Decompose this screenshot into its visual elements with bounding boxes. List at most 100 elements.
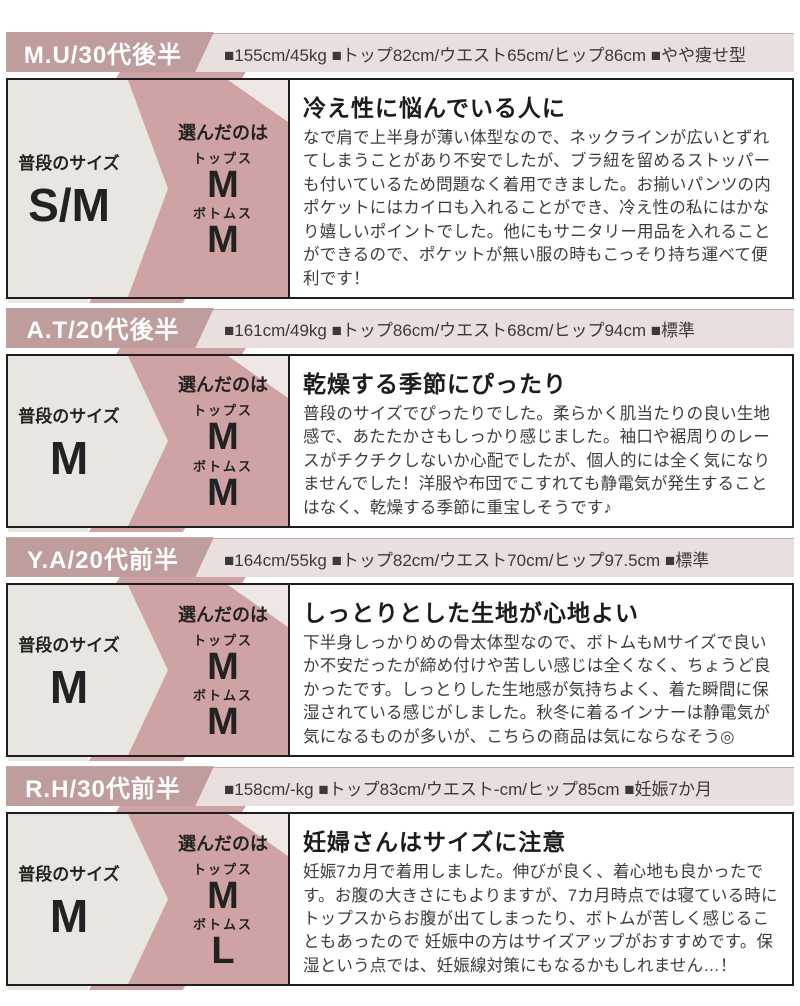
bottoms-size-value: L	[211, 929, 235, 972]
tops-size-value: M	[207, 645, 239, 688]
usual-size-arrow: 普段のサイズ M	[8, 355, 168, 527]
tops-label: トップス	[192, 150, 253, 166]
review-card: A.T/20代後半 ■161cm/49kg ■トップ86cm/ウエスト68cm/…	[6, 307, 794, 533]
decor-pink-stripe	[116, 806, 246, 813]
chosen-size-panel: 選んだのは トップス M ボトムス M	[160, 356, 286, 526]
size-zone: 選んだのは トップス M ボトムス M 普段のサイズ M	[8, 585, 290, 756]
tops-label: トップス	[192, 861, 253, 877]
decor-strip	[6, 528, 794, 533]
bottoms-label: ボトムス	[192, 916, 253, 932]
review-text-zone: 乾燥する季節にぴったり 普段のサイズでぴったりでした。柔らかく肌当たりの良い生地…	[290, 356, 792, 526]
review-header: A.T/20代後半 ■161cm/49kg ■トップ86cm/ウエスト68cm/…	[6, 307, 794, 348]
decor-pink-stripe	[88, 528, 186, 533]
reviewer-name: A.T/20代後半	[26, 317, 180, 345]
usual-size-label: 普段のサイズ	[18, 635, 120, 655]
review-box: 選んだのは トップス M ボトムス L 普段のサイズ M 妊婦さんはサイズに注意…	[6, 812, 794, 987]
chosen-label: 選んだのは	[178, 375, 268, 396]
usual-size-value: S/M	[28, 178, 110, 231]
decor-gray-stripe	[8, 757, 88, 762]
usual-size-label: 普段のサイズ	[18, 406, 120, 426]
size-zone: 選んだのは トップス M ボトムス M 普段のサイズ M	[8, 355, 290, 527]
decor-strip	[6, 347, 794, 354]
reviewer-name: Y.A/20代前半	[27, 546, 179, 574]
review-text-zone: 妊婦さんはサイズに注意 妊娠7カ月で着用しました。伸びが良く、着心地も良かったで…	[290, 814, 792, 984]
decor-wedge	[228, 355, 288, 398]
review-body: 下半身しっかりめの骨太体型なので、ボトムもMサイズで良いか不安だったが締め付けや…	[303, 634, 771, 746]
review-text-zone: 冷え性に悩んでいる人に なで肩で上半身が薄い体型なので、ネックラインが広いとずれ…	[290, 80, 792, 297]
review-title: しっとりとした生地が心地よい	[303, 600, 639, 627]
reviewer-specs: ■161cm/49kg ■トップ86cm/ウエスト68cm/ヒップ94cm ■標…	[224, 321, 696, 341]
reviewer-specs: ■155cm/45kg ■トップ82cm/ウエスト65cm/ヒップ86cm ■や…	[224, 45, 747, 65]
usual-size-arrow: 普段のサイズ S/M	[8, 80, 168, 297]
chosen-size-panel: 選んだのは トップス M ボトムス M	[160, 585, 286, 755]
decor-wedge	[228, 80, 288, 122]
usual-size-value: M	[49, 889, 89, 942]
review-box: 選んだのは トップス M ボトムス M 普段のサイズ S/M 冷え性に悩んでいる…	[6, 78, 794, 299]
usual-size-value: M	[49, 660, 89, 713]
decor-strip	[6, 577, 794, 584]
decor-pink-stripe	[116, 577, 246, 584]
decor-strip	[6, 806, 794, 813]
decor-pink-stripe	[88, 986, 186, 991]
chosen-label: 選んだのは	[178, 122, 268, 143]
review-box: 選んだのは トップス M ボトムス M 普段のサイズ M しっとりとした生地が心…	[6, 583, 794, 758]
reviewer-specs: ■158cm/-kg ■トップ83cm/ウエスト-cm/ヒップ85cm ■妊娠7…	[224, 779, 712, 799]
tops-size-value: M	[207, 874, 239, 917]
review-title: 乾燥する季節にぴったり	[303, 370, 567, 397]
decor-gray-stripe	[8, 298, 88, 303]
bottoms-label: ボトムス	[192, 205, 253, 221]
tops-label: トップス	[192, 632, 253, 648]
decor-gray-stripe	[8, 986, 88, 991]
decor-strip	[6, 72, 794, 78]
decor-pink-stripe	[88, 757, 186, 762]
reviewer-name-ribbon: A.T/20代後半	[6, 307, 214, 348]
bottoms-size-value: M	[207, 471, 239, 514]
review-body: 妊娠7カ月で着用しました。伸びが良く、着心地も良かったです。お腹の大きさにもより…	[303, 863, 778, 975]
tops-size-value: M	[207, 416, 239, 459]
decor-strip	[6, 757, 794, 762]
reviewer-name-ribbon: M.U/30代後半	[6, 32, 214, 72]
review-card: Y.A/20代前半 ■164cm/55kg ■トップ82cm/ウエスト70cm/…	[6, 537, 794, 762]
tops-size-value: M	[207, 163, 239, 206]
review-body: なで肩で上半身が薄い体型なので、ネックラインが広いとずれてしまうことがあり不安で…	[303, 129, 771, 288]
decor-strip	[6, 986, 794, 991]
reviewer-name: M.U/30代後半	[23, 41, 183, 69]
reviewer-name-ribbon: Y.A/20代前半	[6, 537, 214, 578]
reviewer-name-ribbon: R.H/30代前半	[6, 766, 214, 807]
review-card: R.H/30代前半 ■158cm/-kg ■トップ83cm/ウエスト-cm/ヒッ…	[6, 766, 794, 991]
decor-wedge	[228, 814, 288, 857]
reviewer-specs: ■164cm/55kg ■トップ82cm/ウエスト70cm/ヒップ97.5cm …	[224, 550, 710, 570]
usual-size-value: M	[49, 431, 89, 484]
size-zone: 選んだのは トップス M ボトムス L 普段のサイズ M	[8, 814, 290, 985]
review-card: M.U/30代後半 ■155cm/45kg ■トップ82cm/ウエスト65cm/…	[6, 32, 794, 303]
decor-pink-stripe	[116, 347, 246, 354]
chosen-label: 選んだのは	[178, 604, 268, 625]
bottoms-label: ボトムス	[192, 458, 253, 474]
usual-size-arrow: 普段のサイズ M	[8, 814, 168, 985]
review-header: M.U/30代後半 ■155cm/45kg ■トップ82cm/ウエスト65cm/…	[6, 32, 794, 72]
usual-size-label: 普段のサイズ	[18, 864, 120, 884]
bottoms-size-value: M	[207, 700, 239, 743]
reviewer-name: R.H/30代前半	[25, 775, 181, 803]
review-header: R.H/30代前半 ■158cm/-kg ■トップ83cm/ウエスト-cm/ヒッ…	[6, 766, 794, 807]
review-title: 妊婦さんはサイズに注意	[303, 829, 567, 856]
review-title: 冷え性に悩んでいる人に	[303, 95, 566, 121]
review-body: 普段のサイズでぴったりでした。柔らかく肌当たりの良い生地感で、あたたかさもしっか…	[303, 404, 771, 517]
decor-gray-stripe	[8, 528, 88, 533]
decor-pink-stripe	[116, 72, 246, 78]
usual-size-label: 普段のサイズ	[18, 153, 120, 173]
chosen-label: 選んだのは	[178, 833, 268, 854]
usual-size-arrow: 普段のサイズ M	[8, 585, 168, 756]
review-header: Y.A/20代前半 ■164cm/55kg ■トップ82cm/ウエスト70cm/…	[6, 537, 794, 578]
decor-strip	[6, 298, 794, 303]
bottoms-size-value: M	[207, 218, 239, 261]
tops-label: トップス	[192, 403, 253, 419]
size-zone: 選んだのは トップス M ボトムス M 普段のサイズ S/M	[8, 80, 290, 297]
review-text-zone: しっとりとした生地が心地よい 下半身しっかりめの骨太体型なので、ボトムもMサイズ…	[290, 585, 792, 755]
decor-wedge	[228, 585, 288, 628]
decor-pink-stripe	[88, 298, 186, 303]
chosen-size-panel: 選んだのは トップス M ボトムス L	[160, 814, 286, 984]
chosen-size-panel: 選んだのは トップス M ボトムス M	[160, 80, 286, 297]
bottoms-label: ボトムス	[192, 687, 253, 703]
